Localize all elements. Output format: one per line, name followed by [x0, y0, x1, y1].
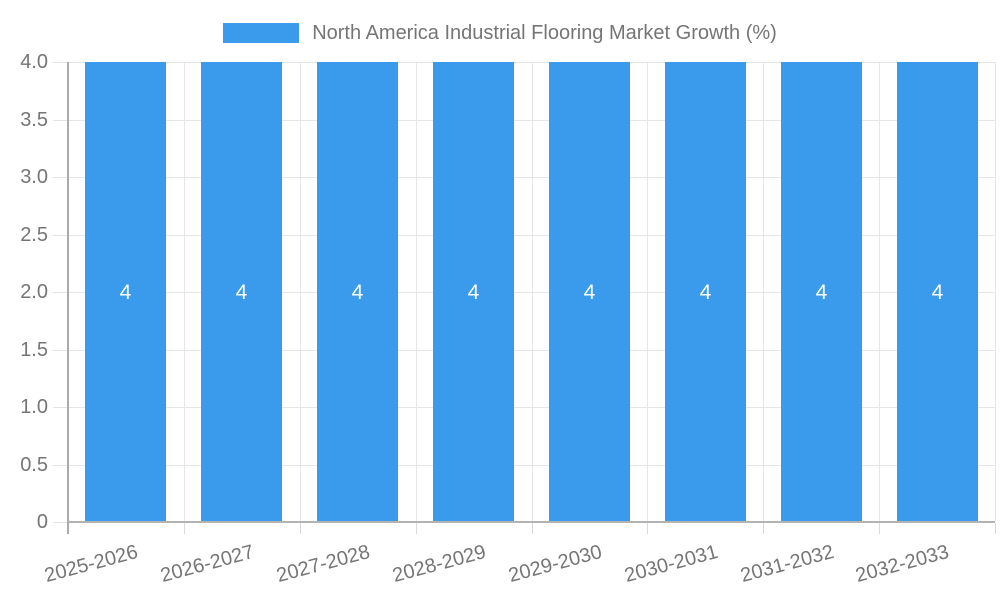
x-tick-mark — [532, 523, 533, 534]
x-tick-label: 2029-2030 — [506, 541, 605, 588]
y-tick-label: 2.0 — [20, 281, 48, 303]
bar-value-label: 4 — [583, 280, 596, 304]
bar[interactable]: 4 — [549, 62, 630, 522]
gridline-vertical — [647, 62, 648, 522]
bar[interactable]: 4 — [201, 62, 282, 522]
y-tick-mark — [53, 62, 68, 63]
gridline-horizontal — [68, 62, 995, 63]
x-tick-label: 2027-2028 — [274, 541, 373, 588]
bar[interactable]: 4 — [85, 62, 166, 522]
y-axis-line — [67, 62, 69, 534]
y-tick-mark — [53, 407, 68, 408]
x-tick-mark — [763, 523, 764, 534]
x-axis-baseline — [68, 521, 995, 523]
x-tick-mark — [416, 523, 417, 534]
y-tick-mark — [53, 350, 68, 351]
y-tick-label: 1.0 — [20, 396, 48, 418]
y-tick-label: 2.5 — [20, 224, 48, 246]
bar-value-label: 4 — [119, 280, 132, 304]
x-tick-mark — [995, 523, 996, 534]
y-tick-label: 1.5 — [20, 339, 48, 361]
x-tick-label: 2026-2027 — [158, 541, 257, 588]
x-tick-label: 2028-2029 — [390, 541, 489, 588]
bar[interactable]: 4 — [317, 62, 398, 522]
y-tick-label: 0.5 — [20, 454, 48, 476]
x-tick-mark — [300, 523, 301, 534]
gridline-horizontal — [68, 292, 995, 293]
bar-value-label: 4 — [467, 280, 480, 304]
x-tick-label: 2025-2026 — [42, 541, 141, 588]
legend-item[interactable]: North America Industrial Flooring Market… — [0, 20, 1000, 46]
bar[interactable]: 4 — [781, 62, 862, 522]
gridline-vertical — [763, 62, 764, 522]
bar-value-label: 4 — [815, 280, 828, 304]
y-tick-mark — [53, 177, 68, 178]
y-tick-mark — [53, 235, 68, 236]
x-tick-mark — [647, 523, 648, 534]
x-tick-label: 2032-2033 — [853, 541, 952, 588]
bar[interactable]: 4 — [897, 62, 978, 522]
gridline-vertical — [300, 62, 301, 522]
gridline-horizontal — [68, 120, 995, 121]
bar[interactable]: 4 — [433, 62, 514, 522]
bar-value-label: 4 — [931, 280, 944, 304]
gridline-horizontal — [68, 465, 995, 466]
y-tick-label: 3.5 — [20, 109, 48, 131]
y-tick-mark — [53, 465, 68, 466]
bar-value-label: 4 — [699, 280, 712, 304]
legend-label: North America Industrial Flooring Market… — [312, 21, 777, 44]
gridline-vertical — [416, 62, 417, 522]
gridline-horizontal — [68, 350, 995, 351]
gridline-vertical — [879, 62, 880, 522]
x-tick-mark — [879, 523, 880, 534]
bar-value-label: 4 — [351, 280, 364, 304]
bar[interactable]: 4 — [665, 62, 746, 522]
y-tick-label: 0 — [36, 511, 48, 533]
gridline-horizontal — [68, 177, 995, 178]
gridline-horizontal — [68, 235, 995, 236]
y-tick-mark — [53, 120, 68, 121]
gridline-vertical — [532, 62, 533, 522]
y-tick-label: 4.0 — [20, 51, 48, 73]
legend-swatch — [223, 23, 300, 43]
bar-value-label: 4 — [235, 280, 248, 304]
x-tick-label: 2031-2032 — [737, 541, 836, 588]
y-tick-mark — [53, 522, 68, 523]
x-tick-label: 2030-2031 — [621, 541, 721, 588]
y-tick-label: 3.0 — [20, 166, 48, 188]
x-tick-mark — [184, 523, 185, 534]
gridline-vertical — [995, 62, 996, 522]
y-tick-mark — [53, 292, 68, 293]
plot-area: 4 4 4 4 4 4 4 4 — [67, 62, 996, 534]
gridline-vertical — [184, 62, 185, 522]
gridline-horizontal — [68, 407, 995, 408]
